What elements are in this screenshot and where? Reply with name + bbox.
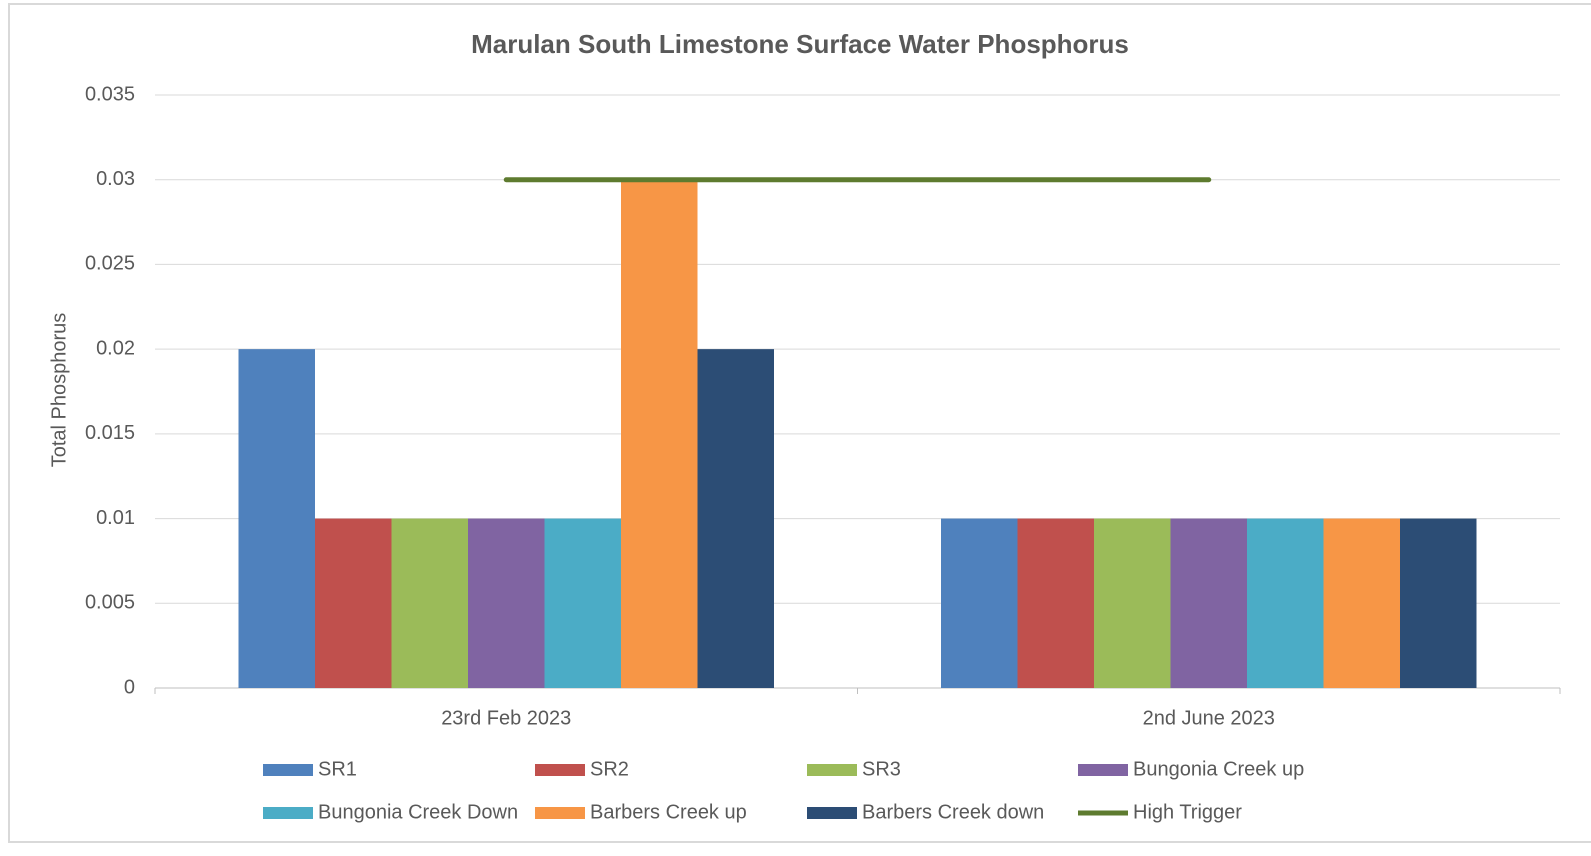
bar	[1170, 518, 1247, 688]
y-axis-title: Total Phosphorus	[48, 313, 70, 468]
x-tick-label: 2nd June 2023	[1143, 707, 1275, 729]
y-tick-label: 0.025	[85, 253, 135, 275]
legend-label: Barbers Creek up	[590, 801, 747, 823]
bar	[544, 518, 621, 688]
legend-swatch	[263, 807, 313, 819]
y-tick-label: 0.015	[85, 422, 135, 444]
y-tick-label: 0	[124, 676, 135, 698]
legend-label: Barbers Creek down	[862, 801, 1044, 823]
legend-label: High Trigger	[1133, 801, 1242, 823]
bar	[1094, 518, 1171, 688]
legend-swatch	[535, 764, 585, 776]
y-tick-label: 0.02	[96, 337, 135, 359]
legend-swatch	[807, 807, 857, 819]
bar	[391, 518, 468, 688]
legend-label: SR1	[318, 758, 357, 780]
bar	[1017, 518, 1094, 688]
legend-label: Bungonia Creek Down	[318, 801, 518, 823]
bar	[1323, 518, 1400, 688]
bar	[1400, 518, 1477, 688]
y-tick-label: 0.035	[85, 83, 135, 105]
bar	[315, 518, 392, 688]
y-tick-label: 0.005	[85, 592, 135, 614]
chart-title: Marulan South Limestone Surface Water Ph…	[471, 29, 1129, 59]
y-tick-label: 0.03	[96, 168, 135, 190]
legend-swatch	[1078, 764, 1128, 776]
legend-swatch	[535, 807, 585, 819]
bar	[621, 179, 698, 688]
bar	[468, 518, 545, 688]
bar	[1247, 518, 1324, 688]
legend-swatch	[807, 764, 857, 776]
legend-label: SR2	[590, 758, 629, 780]
x-tick-label: 23rd Feb 2023	[441, 707, 571, 729]
bar	[238, 349, 315, 688]
legend-label: Bungonia Creek up	[1133, 758, 1304, 780]
bar	[697, 349, 774, 688]
legend-label: SR3	[862, 758, 901, 780]
bar	[941, 518, 1018, 688]
y-tick-label: 0.01	[96, 507, 135, 529]
legend-swatch	[263, 764, 313, 776]
